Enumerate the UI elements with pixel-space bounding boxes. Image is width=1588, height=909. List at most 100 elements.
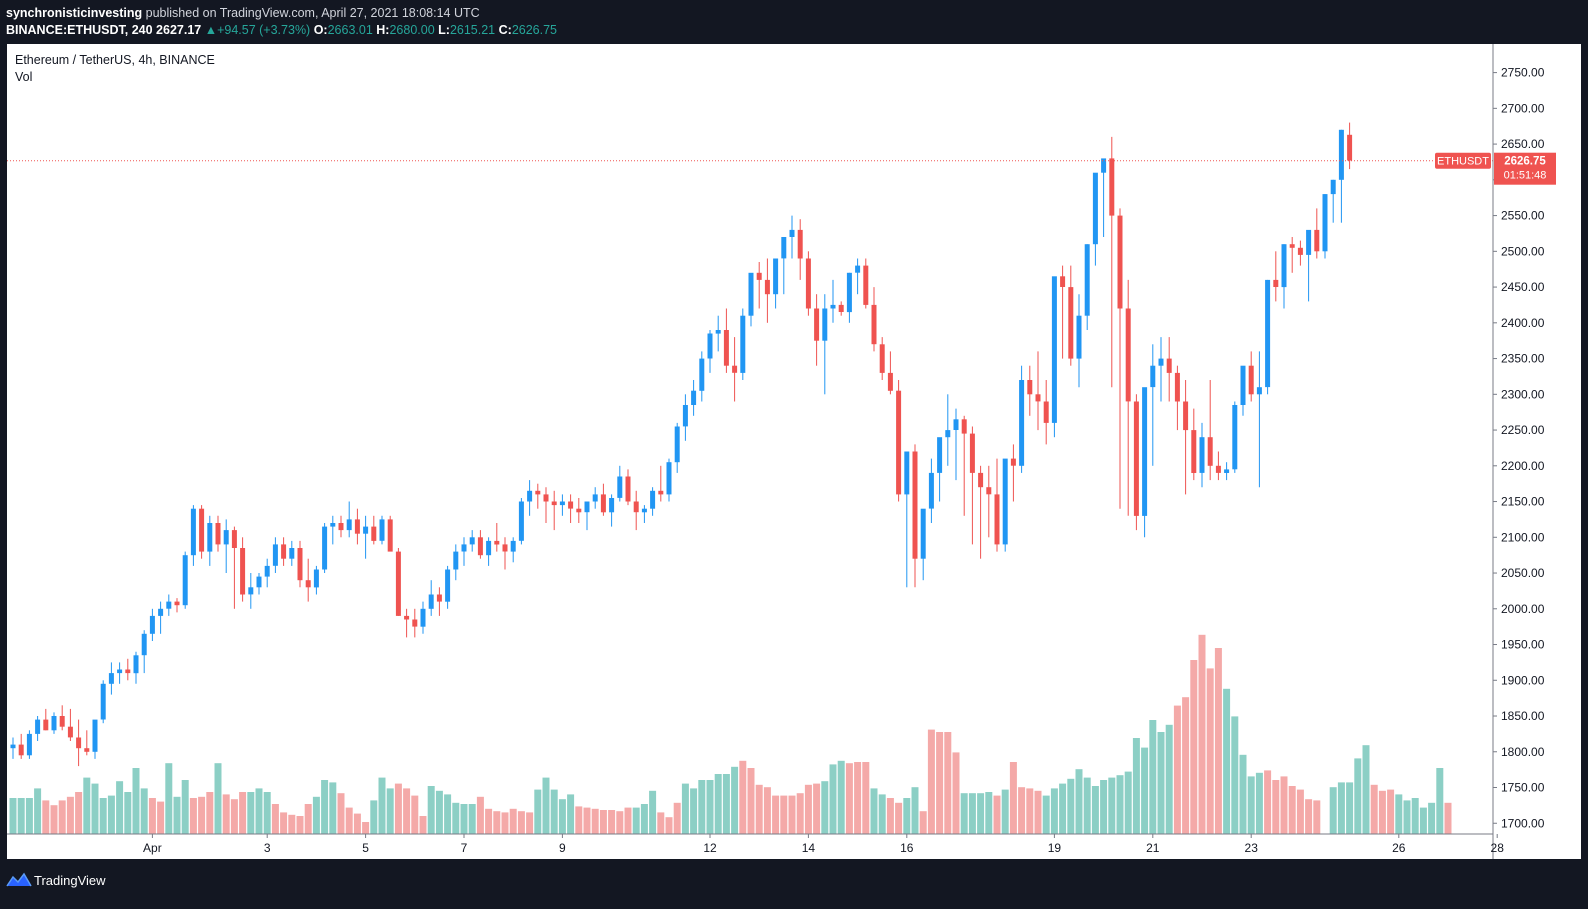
candle-body — [600, 494, 606, 513]
candle-body — [732, 365, 738, 373]
symbol-tag-box — [1435, 152, 1491, 169]
candle — [830, 279, 836, 323]
candle-body — [1240, 365, 1246, 405]
candle-body — [108, 673, 114, 684]
volume-bar — [534, 789, 542, 834]
candle-body — [1256, 387, 1262, 395]
volume-bar — [34, 788, 42, 834]
volume-bar — [468, 804, 476, 834]
candle — [994, 458, 1000, 552]
volume-bar — [1362, 745, 1370, 834]
candle-body — [1224, 469, 1230, 473]
candle-body — [986, 487, 992, 495]
volume-bar — [198, 796, 206, 834]
candle — [100, 680, 106, 724]
candle — [592, 487, 598, 509]
candle-body — [707, 333, 713, 359]
volume-bar — [1026, 788, 1034, 834]
volume-bar — [1198, 634, 1206, 834]
candle-body — [10, 744, 16, 749]
candle — [182, 551, 188, 609]
price-tick-label: 2700.00 — [1501, 101, 1545, 115]
time-axis[interactable]: Apr 3 5 7 9 12 14 16 19 21 23 26 28 — [143, 834, 1504, 855]
countdown-value: 01:51:48 — [1504, 170, 1547, 182]
volume-bar — [1091, 786, 1099, 834]
candle-body — [994, 494, 1000, 545]
volume-bar — [1083, 777, 1091, 834]
volume-bar — [353, 813, 361, 834]
candle-body — [289, 548, 295, 559]
volume-bar — [1059, 783, 1067, 834]
candle — [289, 540, 295, 566]
candle — [920, 508, 926, 581]
candle-body — [814, 308, 820, 341]
volume-bar — [681, 783, 689, 834]
volume-bar — [321, 780, 329, 834]
candle — [617, 465, 623, 502]
candle-body — [1183, 401, 1189, 431]
volume-bar — [985, 792, 993, 834]
candle-body — [978, 472, 984, 488]
candle — [264, 558, 270, 588]
candle — [600, 483, 606, 516]
volume-bar — [821, 781, 829, 834]
symbol-tag-text: ETHUSDT — [1437, 156, 1489, 168]
time-tick-label: 16 — [900, 841, 914, 855]
tradingview-brand[interactable]: TradingView — [34, 873, 106, 888]
candle-body — [1068, 287, 1074, 359]
chart-area[interactable]: 1700.00 1750.00 1800.00 1850.00 1900.00 1950.… — [7, 44, 1581, 859]
volume-bar — [1387, 789, 1395, 834]
volume-bar — [1280, 776, 1288, 834]
candle-body — [551, 501, 557, 506]
candle-body — [436, 594, 442, 602]
volume-bar — [804, 784, 812, 834]
volume-bar — [345, 807, 353, 834]
time-tick-label: 14 — [802, 841, 816, 855]
candle-body — [1019, 380, 1025, 466]
candle — [666, 458, 672, 502]
candlestick-chart[interactable]: 1700.00 1750.00 1800.00 1850.00 1900.00 1950.… — [7, 44, 1581, 859]
volume-bar — [1124, 771, 1132, 834]
tradingview-logo-icon[interactable] — [6, 872, 32, 888]
candle-body — [371, 526, 377, 541]
volume-bar — [747, 768, 755, 834]
candle — [281, 537, 287, 566]
candle-body — [789, 229, 795, 237]
volume-bar — [189, 798, 197, 834]
candle-body — [527, 490, 533, 502]
candle — [658, 465, 664, 502]
candle-body — [937, 437, 943, 473]
candle — [256, 573, 262, 595]
volume-bar — [632, 807, 640, 834]
symbol-label: BINANCE:ETHUSDT, 240 — [6, 23, 153, 37]
volume-bar — [780, 795, 788, 834]
candle-body — [404, 615, 410, 620]
candle-body — [617, 476, 623, 498]
publisher-name[interactable]: synchronisticinvesting — [6, 6, 143, 20]
candle — [715, 315, 721, 352]
candle-body — [379, 519, 385, 541]
candle-body — [822, 308, 828, 341]
candle-body — [912, 451, 918, 559]
candle-body — [248, 587, 254, 595]
candle-body — [92, 719, 98, 752]
candle-body — [1347, 134, 1353, 161]
volume-bar — [837, 760, 845, 834]
candle-body — [420, 608, 426, 627]
candle-body — [1060, 276, 1066, 287]
candle — [928, 458, 934, 523]
volume-bar — [1329, 787, 1337, 834]
candle — [76, 719, 82, 767]
candle — [207, 515, 213, 566]
candle-body — [313, 569, 319, 588]
candle — [1084, 244, 1090, 330]
candle-body — [609, 498, 615, 513]
candle — [1207, 380, 1213, 481]
candle-body — [1297, 247, 1303, 255]
volume-bar — [1009, 762, 1017, 834]
candle-body — [1043, 401, 1049, 423]
candle — [945, 394, 951, 466]
candle — [814, 294, 820, 366]
price-tag-box — [1494, 152, 1556, 185]
volume-bar — [1419, 807, 1427, 834]
